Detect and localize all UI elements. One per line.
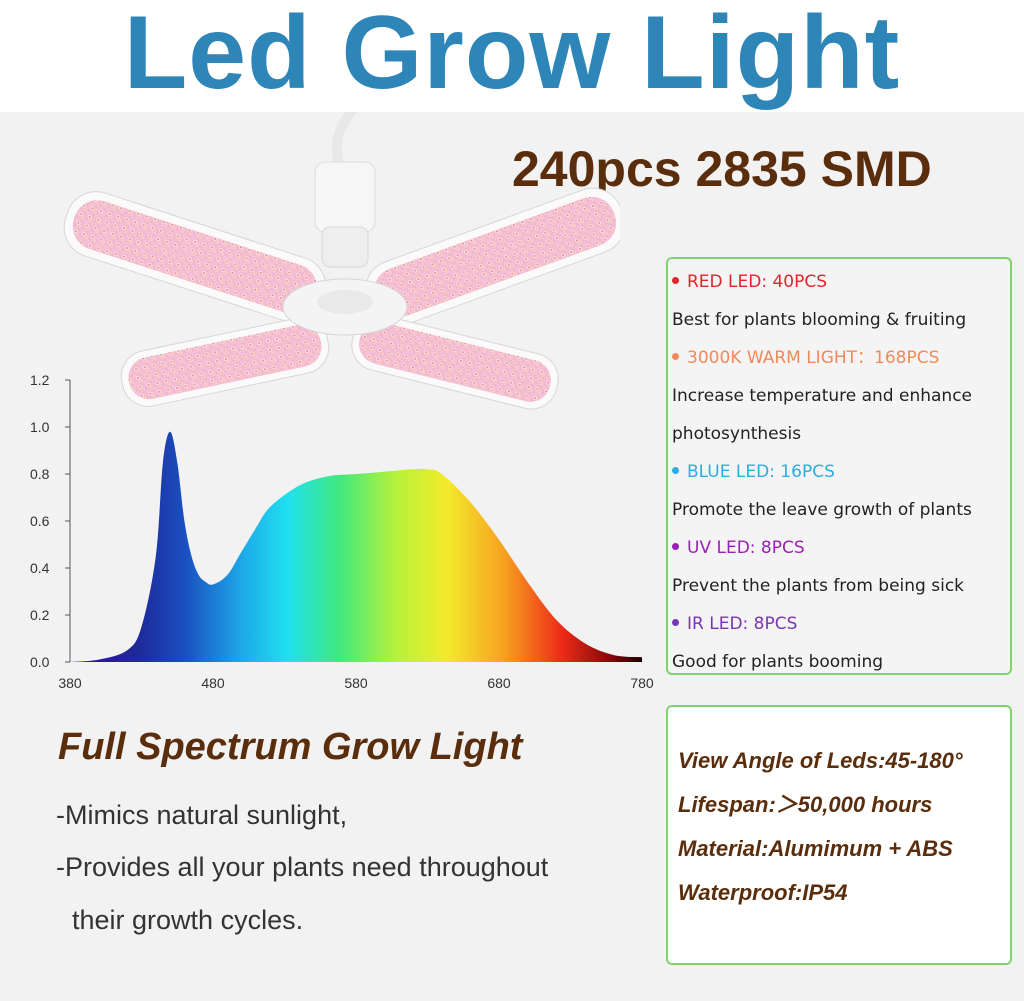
spec-blue-desc: Promote the leave growth of plants	[672, 500, 972, 520]
spec-warm-desc2: photosynthesis	[672, 424, 802, 444]
red-dot-icon	[672, 276, 679, 284]
full-spectrum-line-3: their growth cycles.	[72, 905, 304, 935]
spec-ir-desc: Good for plants booming	[672, 652, 884, 672]
lamp-panel-lower-left	[120, 317, 330, 407]
chart-axes	[65, 379, 71, 663]
title-band	[0, 0, 1024, 112]
led-spec-box: RED LED: 40PCS Best for plants blooming …	[666, 257, 1012, 675]
y-tick-label: 1.0	[30, 419, 50, 435]
y-tick-label: 0.2	[30, 607, 50, 623]
x-tick-label: 580	[344, 675, 368, 691]
spec-ir-label: IR LED: 8PCS	[672, 605, 972, 643]
feature-material: Material:Alumimum + ABS	[678, 836, 953, 861]
feature-lifespan: Lifespan:＞50,000 hours	[678, 792, 933, 817]
spec-uv-label: UV LED: 8PCS	[672, 529, 972, 567]
blue-dot-icon	[672, 466, 679, 474]
spec-warm-desc: Increase temperature and enhance	[672, 386, 972, 406]
spec-uv-desc: Prevent the plants from being sick	[672, 576, 965, 596]
smd-subtitle: 240pcs 2835 SMD	[512, 141, 932, 197]
violet-dot-icon	[672, 618, 679, 626]
purple-dot-icon	[672, 542, 679, 550]
spec-warm-label: 3000K WARM LIGHT：168PCS	[672, 339, 972, 377]
orange-dot-icon	[672, 352, 679, 360]
y-tick-label: 0.0	[30, 654, 50, 670]
spectrum-area	[70, 431, 642, 662]
page-title: Led Grow Light	[123, 0, 901, 111]
lamp-panel-upper-left	[63, 191, 327, 323]
spectrum-chart: 0.0 0.2 0.4 0.6 0.8 1.0 1.2 380 480 580 680 780	[30, 372, 654, 691]
full-spectrum-line-2: -Provides all your plants need throughou…	[56, 852, 549, 882]
x-tick-label: 780	[630, 675, 654, 691]
grow-light-image	[63, 112, 620, 410]
full-spectrum-heading: Full Spectrum Grow Light	[58, 726, 523, 768]
x-tick-label: 680	[487, 675, 511, 691]
y-tick-label: 0.8	[30, 466, 50, 482]
feature-waterproof: Waterproof:IP54	[678, 880, 848, 905]
y-tick-label: 0.4	[30, 560, 50, 576]
feature-view-angle: View Angle of Leds:45-180°	[678, 748, 963, 773]
spec-red-desc: Best for plants blooming & fruiting	[672, 310, 967, 330]
spec-blue-label: BLUE LED: 16PCS	[672, 453, 972, 491]
features-box: View Angle of Leds:45-180° Lifespan:＞50,…	[666, 705, 1012, 965]
x-tick-labels: 380 480 580 680 780	[58, 675, 654, 691]
x-tick-label: 480	[201, 675, 225, 691]
lamp-panel-lower-right	[351, 314, 559, 410]
x-tick-label: 380	[58, 675, 82, 691]
y-tick-label: 0.6	[30, 513, 50, 529]
spec-red-label: RED LED: 40PCS	[672, 263, 972, 301]
y-tick-labels: 0.0 0.2 0.4 0.6 0.8 1.0 1.2	[30, 372, 50, 670]
full-spectrum-line-1: -Mimics natural sunlight,	[56, 800, 348, 830]
y-tick-label: 1.2	[30, 372, 50, 388]
